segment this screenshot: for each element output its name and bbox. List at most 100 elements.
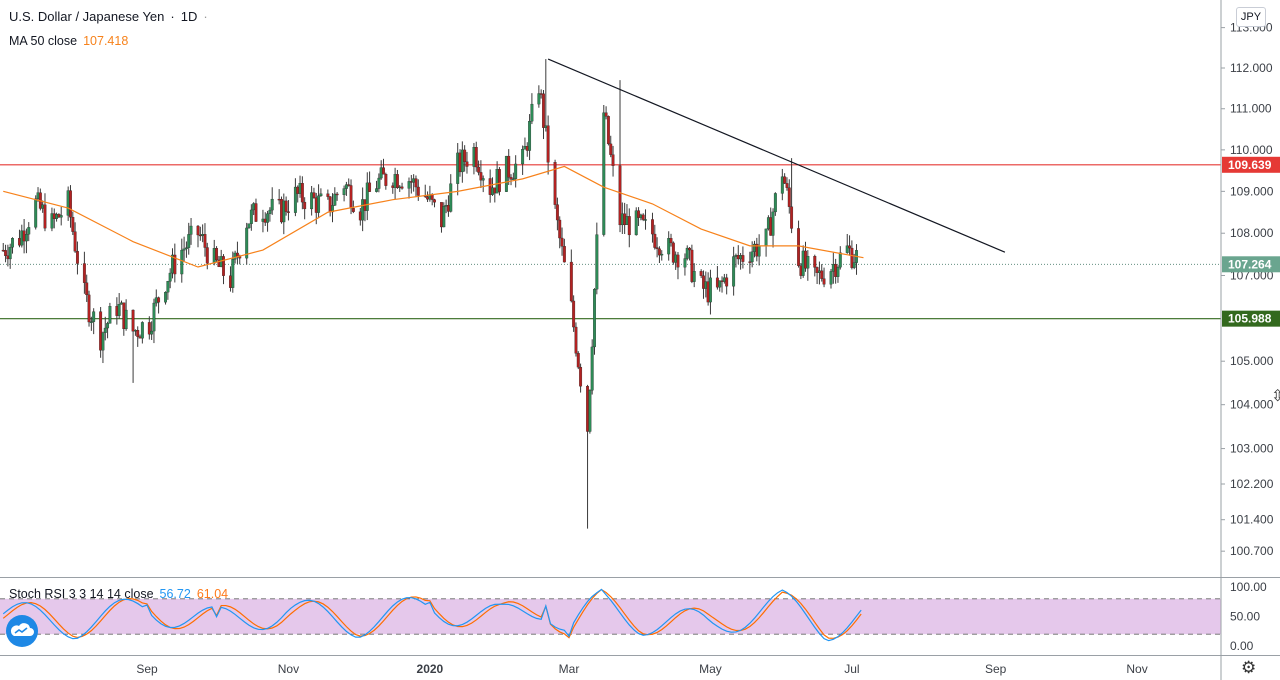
stoch-k-value: 56.72 xyxy=(159,587,191,601)
candle-body xyxy=(449,183,453,212)
candle-body xyxy=(395,174,399,189)
candle-body xyxy=(266,213,270,223)
candle-body xyxy=(725,277,729,287)
candle-body xyxy=(247,223,251,229)
gear-icon[interactable]: ⚙ xyxy=(1241,658,1257,677)
candle-body xyxy=(537,93,541,105)
candle-body xyxy=(690,249,694,282)
candle-body xyxy=(303,201,307,210)
candle-body xyxy=(50,213,54,229)
candle-body xyxy=(477,166,481,173)
candle-body xyxy=(634,210,638,236)
support-tag xyxy=(1222,310,1280,327)
candle-body xyxy=(780,176,784,194)
candle-body xyxy=(479,172,483,181)
candle-body xyxy=(87,294,91,323)
candle-body xyxy=(27,227,31,235)
candle-body xyxy=(465,161,469,167)
candle-body xyxy=(108,306,112,324)
candle-body xyxy=(574,326,578,354)
candle-body xyxy=(245,227,249,259)
candle-body xyxy=(688,247,692,251)
price-tick-label: 103.000 xyxy=(1230,442,1274,456)
candle-body xyxy=(82,263,86,283)
candle-body xyxy=(140,322,144,339)
price-tick-label: 110.000 xyxy=(1230,143,1273,157)
candle-body xyxy=(75,251,79,264)
candle-body xyxy=(189,225,193,235)
candle-body xyxy=(579,367,583,387)
candle-body xyxy=(375,188,378,192)
candle-body xyxy=(249,209,253,224)
candle-body xyxy=(92,311,96,322)
candle-body xyxy=(310,192,314,210)
candle-body xyxy=(488,178,492,195)
candle-body xyxy=(797,228,800,266)
trendline[interactable] xyxy=(547,58,1006,253)
candle-body xyxy=(215,248,219,261)
price-tick-label: 112.000 xyxy=(1230,61,1273,75)
candle-body xyxy=(542,93,545,128)
candle-body xyxy=(741,255,745,262)
price-tick-label: 104.000 xyxy=(1230,398,1274,412)
candle-body xyxy=(73,231,77,252)
candle-body xyxy=(312,192,316,198)
candle-body xyxy=(845,245,849,253)
candle-body xyxy=(667,238,671,255)
candle-body xyxy=(414,178,418,188)
candle-body xyxy=(572,300,576,328)
candle-body xyxy=(618,165,622,226)
support-tag-label: 105.988 xyxy=(1228,312,1272,326)
candle-body xyxy=(254,203,258,222)
candle-body xyxy=(558,219,562,239)
candle-body xyxy=(286,211,290,213)
price-tick-label: 109.000 xyxy=(1230,184,1274,198)
candle-body xyxy=(317,195,321,213)
candle-body xyxy=(442,206,446,228)
candle-body xyxy=(326,193,330,197)
symbol-name: U.S. Dollar / Japanese Yen xyxy=(9,9,165,24)
candle-body xyxy=(268,209,272,214)
time-tick-label: Nov xyxy=(1126,662,1147,676)
time-tick-label: Mar xyxy=(559,662,580,676)
candle-body xyxy=(507,155,511,178)
candle-body xyxy=(85,282,89,296)
candle-body xyxy=(848,245,852,249)
candle-body xyxy=(850,247,854,268)
candle-body xyxy=(595,234,599,290)
candle-body xyxy=(815,267,819,273)
candle-body xyxy=(750,251,754,263)
currency-badge[interactable]: JPY xyxy=(1236,7,1266,27)
candle-body xyxy=(602,112,606,235)
tradingview-cloud-icon[interactable] xyxy=(6,615,38,647)
candle-body xyxy=(790,206,794,229)
candle-body xyxy=(683,258,687,268)
candle-body xyxy=(187,234,191,248)
candle-body xyxy=(99,311,103,351)
candle-body xyxy=(627,216,631,236)
candle-body xyxy=(660,253,664,256)
candle-body xyxy=(521,149,525,165)
candle-body xyxy=(813,256,817,268)
candle-body xyxy=(553,162,557,205)
candle-body xyxy=(474,147,478,168)
candle-body xyxy=(150,330,154,335)
candle-body xyxy=(157,297,161,303)
candle-body xyxy=(838,252,842,268)
ma-50-line xyxy=(3,165,864,268)
candle-body xyxy=(669,238,673,244)
price-tick-label: 108.000 xyxy=(1230,226,1274,240)
candle-body xyxy=(335,193,339,196)
candle-body xyxy=(349,185,353,209)
candle-body xyxy=(365,182,369,211)
candle-body xyxy=(637,210,641,218)
candle-body xyxy=(136,329,140,337)
time-tick-label: 2020 xyxy=(417,662,444,676)
candle-body xyxy=(657,248,661,256)
candle-body xyxy=(528,121,532,151)
stoch-band xyxy=(0,598,1221,635)
candle-body xyxy=(407,181,411,189)
candle-body xyxy=(196,225,200,236)
price-tick-label: 111.000 xyxy=(1230,102,1272,116)
